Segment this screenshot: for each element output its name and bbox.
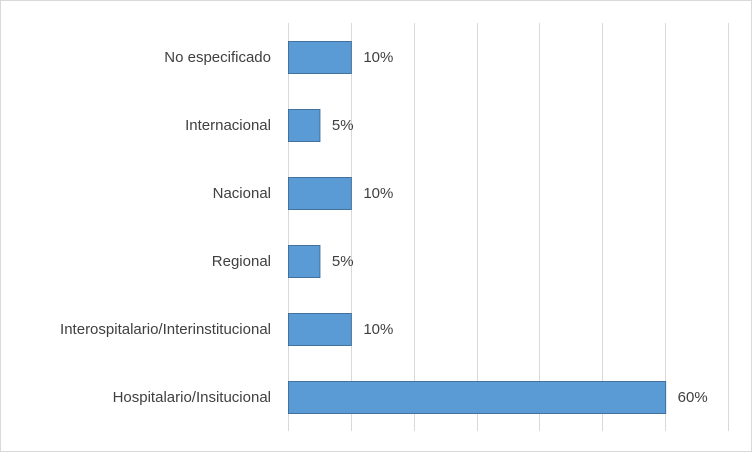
category-label: Regional <box>212 253 271 270</box>
category-label: No especificado <box>164 49 271 66</box>
category-label: Hospitalario/Insitucional <box>113 389 271 406</box>
category-label: Internacional <box>185 117 271 134</box>
bar <box>288 109 321 142</box>
data-label: 10% <box>363 49 393 66</box>
data-label: 5% <box>332 117 354 134</box>
bar <box>288 313 352 346</box>
data-label: 5% <box>332 253 354 270</box>
bar <box>288 245 321 278</box>
data-label: 10% <box>363 321 393 338</box>
category-labels: No especificado Internacional Nacional Regi… <box>60 49 271 406</box>
data-label: 10% <box>363 185 393 202</box>
bars <box>288 41 667 414</box>
bar <box>288 381 667 414</box>
bar <box>288 177 352 210</box>
data-labels: 10% 5% 10% 5% 10% 60% <box>332 49 708 406</box>
bar <box>288 41 352 74</box>
category-label: Nacional <box>213 185 271 202</box>
gridlines <box>288 23 729 431</box>
category-label: Interospitalario/Interinstitucional <box>60 321 271 338</box>
data-label: 60% <box>678 389 708 406</box>
